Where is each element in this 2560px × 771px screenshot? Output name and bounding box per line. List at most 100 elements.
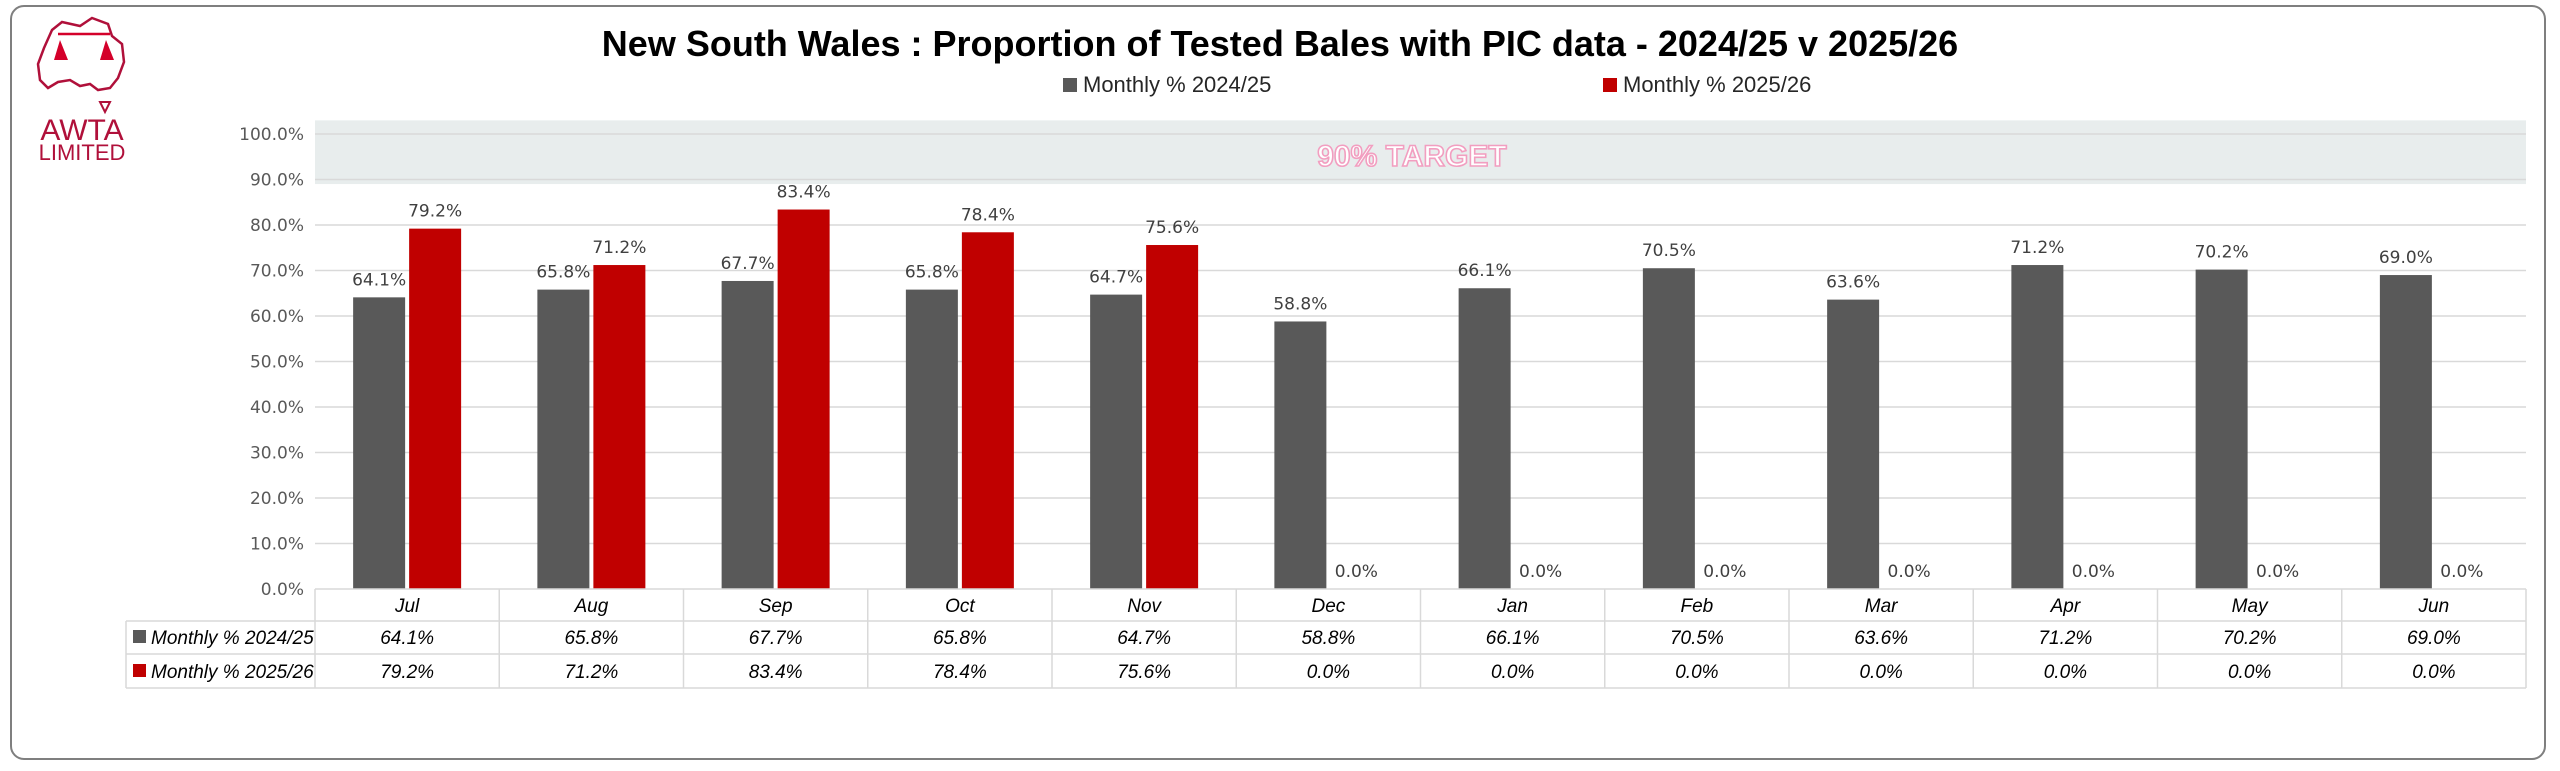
table-cell: 64.1% [380, 628, 434, 649]
data-label: 65.8% [905, 263, 959, 283]
y-tick-label: 50.0% [250, 353, 304, 373]
table-cell: 0.0% [2228, 662, 2271, 683]
table-cell: 63.6% [1854, 628, 1908, 649]
tasmania-icon [98, 101, 112, 115]
bar-202425-jul [353, 297, 406, 589]
table-cell: 75.6% [1117, 662, 1171, 683]
table-cell: 0.0% [1491, 662, 1534, 683]
table-cell: 65.8% [564, 628, 618, 649]
y-tick-label: 70.0% [250, 262, 304, 282]
data-label: 0.0% [2256, 562, 2299, 582]
x-tick-label: Apr [2050, 596, 2081, 617]
y-tick-label: 20.0% [250, 489, 304, 509]
x-tick-label: Jun [2418, 596, 2450, 617]
legend-label-0: Monthly % 2024/25 [1083, 72, 1271, 97]
data-label: 0.0% [1519, 562, 1562, 582]
x-tick-label: Sep [759, 596, 793, 617]
data-label: 66.1% [1458, 261, 1512, 281]
x-tick-label: Oct [945, 596, 975, 617]
y-tick-label: 40.0% [250, 398, 304, 418]
bar-202425-mar [1827, 299, 1880, 589]
data-label: 65.8% [536, 263, 590, 283]
scales-pans-icon [54, 40, 114, 60]
data-label: 64.1% [352, 270, 406, 290]
data-label: 58.8% [1273, 294, 1327, 314]
bar-202425-may [2195, 269, 2248, 589]
target-band-label: 90% TARGET [1317, 140, 1506, 173]
data-label: 83.4% [777, 183, 831, 203]
table-cell: 71.2% [564, 662, 618, 683]
bar-202425-apr [2011, 265, 2064, 589]
data-label: 0.0% [2072, 562, 2115, 582]
table-cell: 0.0% [1307, 662, 1350, 683]
table-row-label: Monthly % 2025/26 [151, 662, 314, 683]
data-label: 69.0% [2379, 248, 2433, 268]
table-cell: 71.2% [2038, 628, 2092, 649]
y-tick-label: 10.0% [250, 535, 304, 555]
table-cell: 78.4% [933, 662, 987, 683]
data-label: 64.7% [1089, 268, 1143, 288]
y-tick-label: 60.0% [250, 307, 304, 327]
x-tick-label: Feb [1681, 596, 1714, 617]
table-cell: 65.8% [933, 628, 987, 649]
bar-202425-oct [905, 289, 958, 589]
bar-202425-dec [1274, 321, 1327, 589]
australia-map-icon [36, 16, 126, 92]
bar-202526-oct [961, 232, 1014, 589]
table-cell: 64.7% [1117, 628, 1171, 649]
table-cell: 70.5% [1670, 628, 1724, 649]
data-label: 78.4% [961, 205, 1015, 225]
data-label: 67.7% [721, 254, 775, 274]
legend-swatch-1 [1603, 78, 1617, 92]
bar-202526-nov [1146, 245, 1199, 589]
data-label: 75.6% [1145, 218, 1199, 238]
data-label: 0.0% [1335, 562, 1378, 582]
table-cell: 0.0% [1675, 662, 1718, 683]
data-label: 63.6% [1826, 273, 1880, 293]
target-band [315, 120, 2526, 185]
table-cell: 0.0% [2044, 662, 2087, 683]
x-tick-label: Aug [573, 596, 608, 617]
data-label: 79.2% [408, 202, 462, 222]
y-tick-label: 90.0% [250, 171, 304, 191]
bar-202425-feb [1642, 268, 1695, 589]
logo-text-limited: LIMITED [39, 140, 126, 165]
data-label: 70.2% [2195, 243, 2249, 263]
table-row-label: Monthly % 2024/25 [151, 628, 314, 649]
bar-202425-nov [1090, 294, 1143, 589]
y-tick-label: 30.0% [250, 444, 304, 464]
bar-202425-sep [721, 280, 774, 589]
y-tick-label: 0.0% [261, 580, 304, 600]
x-tick-label: May [2232, 596, 2269, 617]
x-tick-label: Nov [1127, 596, 1162, 617]
table-cell: 0.0% [1859, 662, 1902, 683]
table-cell: 79.2% [380, 662, 434, 683]
bar-202526-jul [409, 228, 462, 589]
x-tick-label: Jul [394, 596, 420, 617]
y-tick-label: 100.0% [239, 125, 304, 145]
table-cell: 0.0% [2412, 662, 2455, 683]
y-tick-label: 80.0% [250, 216, 304, 236]
data-label: 70.5% [1642, 241, 1696, 261]
x-tick-label: Jan [1496, 596, 1528, 617]
bar-202425-jan [1458, 288, 1511, 589]
data-label: 71.2% [2010, 238, 2064, 258]
table-cell: 58.8% [1301, 628, 1355, 649]
chart-title: New South Wales : Proportion of Tested B… [602, 23, 1958, 64]
bar-202425-aug [537, 289, 590, 589]
x-tick-label: Mar [1865, 596, 1898, 617]
table-cell: 70.2% [2223, 628, 2277, 649]
legend-swatch-0 [1063, 78, 1077, 92]
bar-202526-aug [593, 265, 646, 589]
x-tick-label: Dec [1311, 596, 1345, 617]
data-label: 0.0% [1888, 562, 1931, 582]
data-label: 0.0% [1703, 562, 1746, 582]
table-legend-swatch-0 [133, 630, 146, 643]
bar-202425-jun [2379, 275, 2432, 589]
data-label: 0.0% [2440, 562, 2483, 582]
legend-label-1: Monthly % 2025/26 [1623, 72, 1811, 97]
chart-frame [10, 5, 2546, 760]
table-cell: 67.7% [749, 628, 803, 649]
logo-text-awta: AWTA [40, 114, 123, 147]
